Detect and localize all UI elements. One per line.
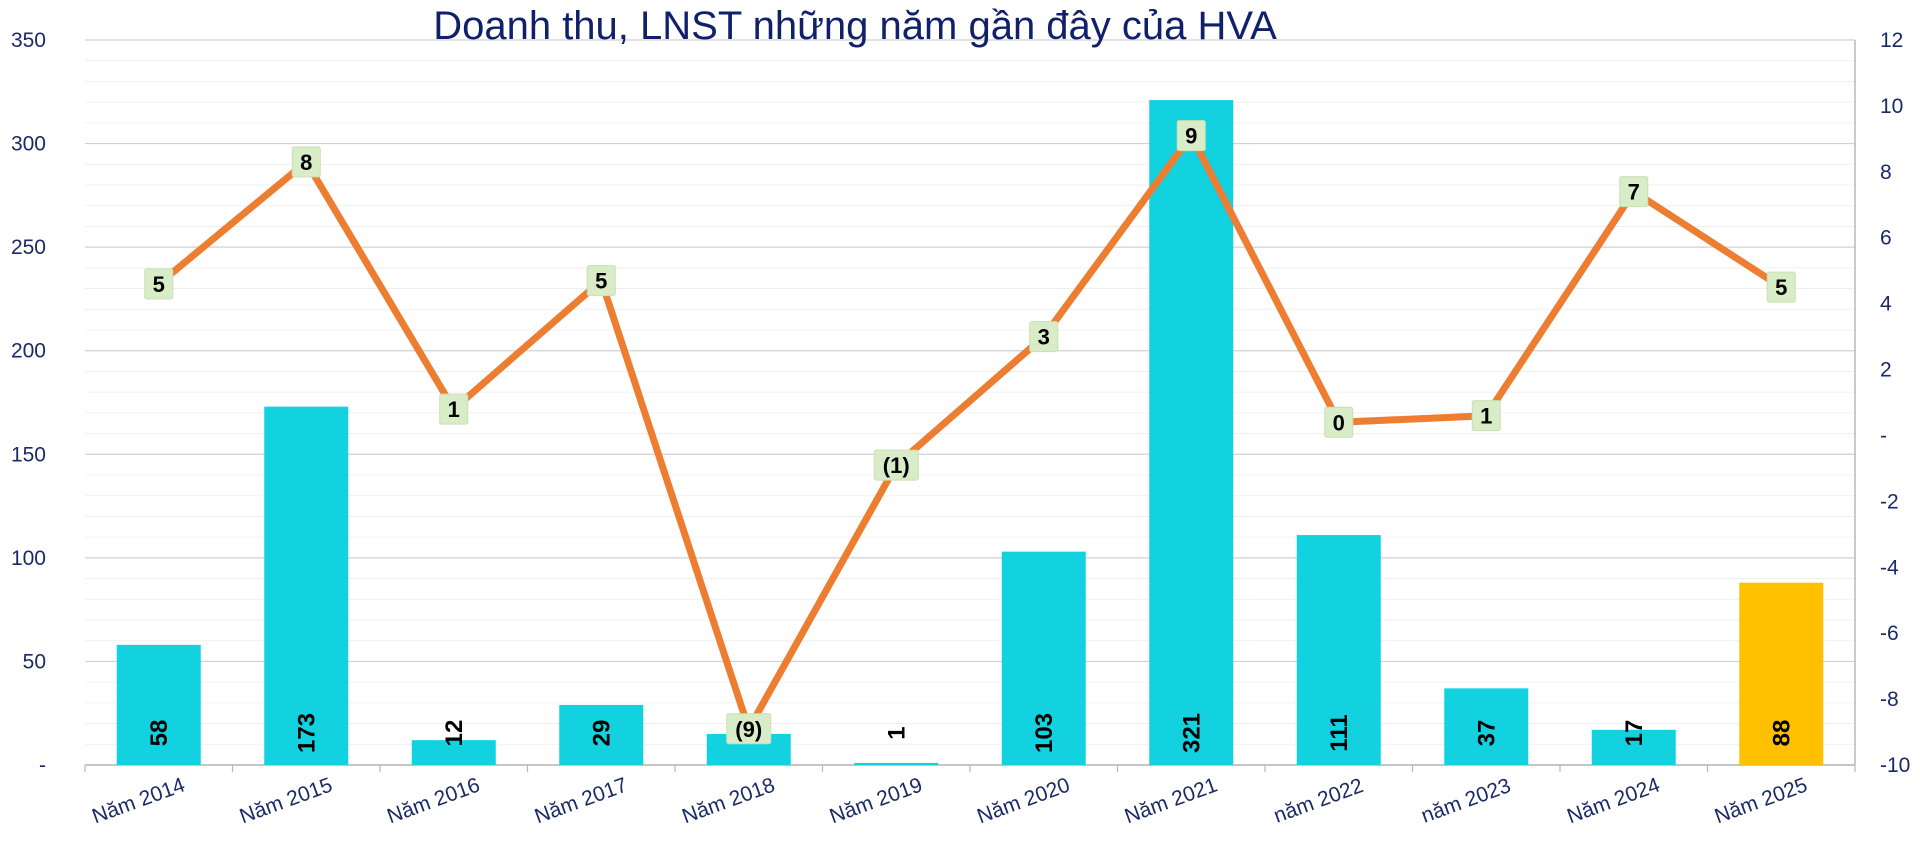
bar [1296,535,1381,765]
line-data-label: 5 [595,269,607,294]
bar [1149,100,1234,766]
line-data-label: 1 [1480,404,1492,429]
y-right-tick-label: -2 [1880,490,1899,513]
x-category-label: Năm 2014 [89,773,188,828]
x-category-label: Năm 2024 [1564,773,1663,828]
bar [411,740,496,765]
line-data-label: 5 [153,272,165,297]
line-data-label: 1 [448,397,460,422]
line-label-box [1029,321,1059,353]
line-point-label: 3 [1029,321,1059,353]
bar-data-label: 88 [1768,720,1795,747]
bar-data-label: 29 [588,720,615,747]
line-point-label: (9) [726,713,772,745]
line-point-label: 5 [586,265,616,297]
line-point-label: 5 [1766,271,1796,303]
y-right-tick-label: 8 [1880,161,1892,184]
bar-data-label: 58 [146,720,173,747]
y-left-tick-label: 100 [11,547,46,570]
x-category-label: Năm 2021 [1122,774,1221,829]
line-point-label: 9 [1176,120,1206,152]
bar-data-label: 12 [441,720,468,747]
x-category-label: năm 2023 [1418,774,1514,828]
y-left-tick-label: 150 [11,443,46,466]
bar [1001,551,1086,765]
line-data-label: 9 [1185,124,1197,149]
line-point-label: 5 [144,268,174,300]
line-label-box [439,393,469,425]
y-right-tick-label: -6 [1880,622,1899,645]
y-left-tick-label: - [39,754,46,777]
y-right-tick-label: 6 [1880,227,1892,250]
x-category-label: Năm 2025 [1712,774,1811,829]
line-label-box [873,449,919,481]
line-label-box [726,713,772,745]
bar-data-label: 1 [883,726,910,739]
y-right-tick-label: -10 [1880,754,1910,777]
y-right-tick-label: -8 [1880,688,1899,711]
bar-series [116,100,1824,766]
line-data-label: 3 [1038,325,1050,350]
y-left-tick-label: 250 [11,236,46,259]
y-right-tick-label: 2 [1880,359,1892,382]
y-right-tick-label: -4 [1880,556,1899,579]
line-point-label: 0 [1324,406,1354,438]
y-left-tick-label: 300 [11,133,46,156]
y-right-tick-label: 12 [1880,29,1903,52]
line-data-label: (1) [883,453,910,478]
line-label-box [1176,120,1206,152]
bar-data-label: 111 [1326,714,1353,751]
y-left-tick-label: 350 [11,29,46,52]
y-left-tick-label: 50 [23,650,46,673]
x-category-label: Năm 2015 [237,774,336,829]
line-point-label: 1 [1471,400,1501,432]
bar [1444,688,1529,765]
line-path [155,132,1785,733]
x-category-label: Năm 2018 [679,774,778,829]
y-left-tick-label: 200 [11,340,46,363]
bar [854,762,939,765]
bar [1591,729,1676,765]
y-right-tick-label: - [1880,424,1887,447]
bar [264,406,349,765]
line-series [155,132,1785,733]
bar-data-label: 17 [1621,720,1648,747]
bar-data-label: 103 [1031,713,1058,753]
line-label-box [1619,176,1649,208]
line-data-label: 5 [1775,275,1787,300]
line-data-label: 7 [1628,180,1640,205]
data-labels: 581731229111033211113717885815(9)(1)3901… [144,120,1796,753]
x-category-label: Năm 2020 [974,774,1073,829]
line-data-label: (9) [735,717,762,742]
bar-data-label: 173 [293,713,320,753]
line-label-box [144,268,174,300]
line-label-box [1766,271,1796,303]
bar [559,704,644,765]
line-label-box [586,265,616,297]
x-category-label: Năm 2019 [827,774,926,829]
line-data-label: 8 [300,150,312,175]
line-point-label: 7 [1619,176,1649,208]
y-right-tick-label: 10 [1880,95,1903,118]
line-point-label: 1 [439,393,469,425]
chart-title: Doanh thu, LNST những năm gần đây của HV… [433,4,1277,48]
line-point-label: (1) [873,449,919,481]
line-label-box [291,146,321,178]
bar [1739,582,1824,765]
bar-data-label: 321 [1178,713,1205,753]
line-label-box [1324,406,1354,438]
x-category-label: Năm 2016 [384,774,483,829]
bar [116,644,201,765]
line-label-box [1471,400,1501,432]
bar-data-label: 37 [1473,720,1500,747]
y-right-tick-label: 4 [1880,293,1892,316]
x-category-label: Năm 2017 [532,774,631,829]
x-category-label: năm 2022 [1271,774,1367,828]
line-point-label: 8 [291,146,321,178]
line-data-label: 0 [1333,410,1345,435]
